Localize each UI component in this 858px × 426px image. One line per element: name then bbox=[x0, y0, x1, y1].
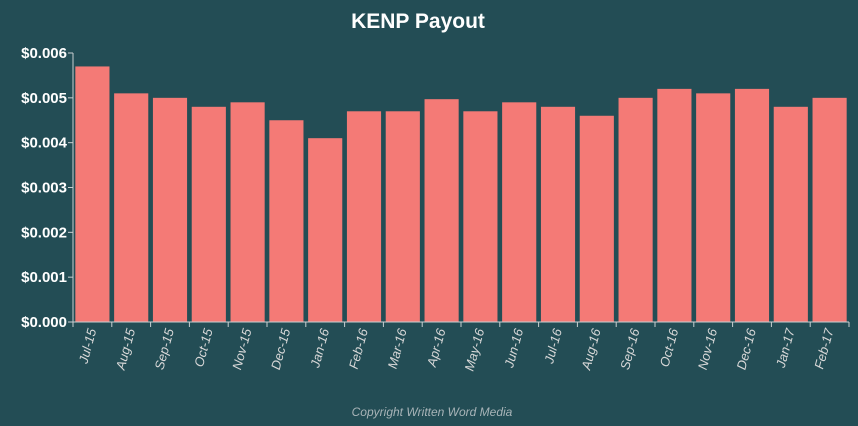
bar-sep-16 bbox=[618, 97, 653, 322]
x-tick-label: Jul-15 bbox=[75, 326, 99, 366]
x-tick-label: Jan-17 bbox=[773, 326, 798, 370]
y-tick-label: $0.000 bbox=[21, 314, 67, 331]
y-tick-label: $0.001 bbox=[21, 269, 67, 286]
x-tick-label: Mar-16 bbox=[385, 326, 410, 370]
bar-dec-16 bbox=[734, 88, 770, 322]
x-tick-label: Feb-17 bbox=[811, 326, 836, 370]
x-tick-label: Aug-15 bbox=[112, 326, 138, 372]
x-tick-label: May-16 bbox=[462, 326, 488, 372]
bar-jul-16 bbox=[540, 106, 576, 322]
x-tick-label: Jul-16 bbox=[541, 326, 565, 366]
x-tick-label: Nov-16 bbox=[695, 326, 721, 371]
bar-nov-16 bbox=[696, 93, 731, 322]
x-tick-label: Dec-15 bbox=[268, 326, 294, 371]
bar-nov-15 bbox=[230, 102, 265, 322]
bar-aug-16 bbox=[579, 115, 614, 323]
y-tick-label: $0.006 bbox=[21, 45, 67, 62]
x-tick-label: Sep-16 bbox=[617, 326, 643, 371]
copyright-text: Copyright Written Word Media bbox=[352, 405, 513, 419]
y-tick-label: $0.003 bbox=[21, 180, 67, 197]
bar-jan-16 bbox=[308, 138, 343, 322]
bar-apr-16 bbox=[424, 99, 459, 322]
bar-jun-16 bbox=[502, 102, 537, 322]
x-tick-label: Aug-16 bbox=[578, 326, 604, 372]
bar-dec-15 bbox=[269, 120, 304, 322]
x-tick-label: Jun-16 bbox=[501, 326, 526, 370]
bar-oct-16 bbox=[657, 88, 692, 322]
y-tick-label: $0.002 bbox=[21, 224, 67, 241]
y-tick-label: $0.004 bbox=[21, 135, 68, 152]
chart-title: KENP Payout bbox=[351, 10, 485, 33]
bar-sep-15 bbox=[152, 97, 188, 322]
bar-feb-16 bbox=[346, 111, 382, 323]
bar-mar-16 bbox=[385, 111, 420, 323]
x-tick-label: Oct-16 bbox=[657, 326, 682, 368]
y-axis: $0.000 $0.001 $0.002 $0.003 $0.004 $0.005 $0.0… bbox=[21, 45, 74, 331]
bar-oct-15 bbox=[191, 106, 226, 322]
x-tick-label: Oct-15 bbox=[191, 326, 216, 368]
bars bbox=[75, 66, 847, 323]
bar-aug-15 bbox=[114, 93, 149, 322]
x-tick-label: Apr-16 bbox=[424, 326, 449, 369]
x-tick-label: Dec-16 bbox=[734, 326, 760, 371]
x-tick-label: Nov-15 bbox=[229, 326, 255, 371]
bar-feb-17 bbox=[812, 97, 847, 322]
x-tick-label: Feb-16 bbox=[346, 326, 371, 370]
x-tick-label: Jan-16 bbox=[307, 326, 332, 370]
bar-jul-15 bbox=[75, 66, 110, 322]
x-tick-label: Sep-15 bbox=[152, 326, 178, 371]
y-tick-label: $0.005 bbox=[21, 90, 67, 107]
bar-may-16 bbox=[463, 111, 498, 323]
x-axis: Jul-15 Aug-15 Sep-15 Oct-15 Nov-15 Dec-15 Jan-… bbox=[72, 321, 850, 373]
bar-jan-17 bbox=[773, 106, 808, 322]
